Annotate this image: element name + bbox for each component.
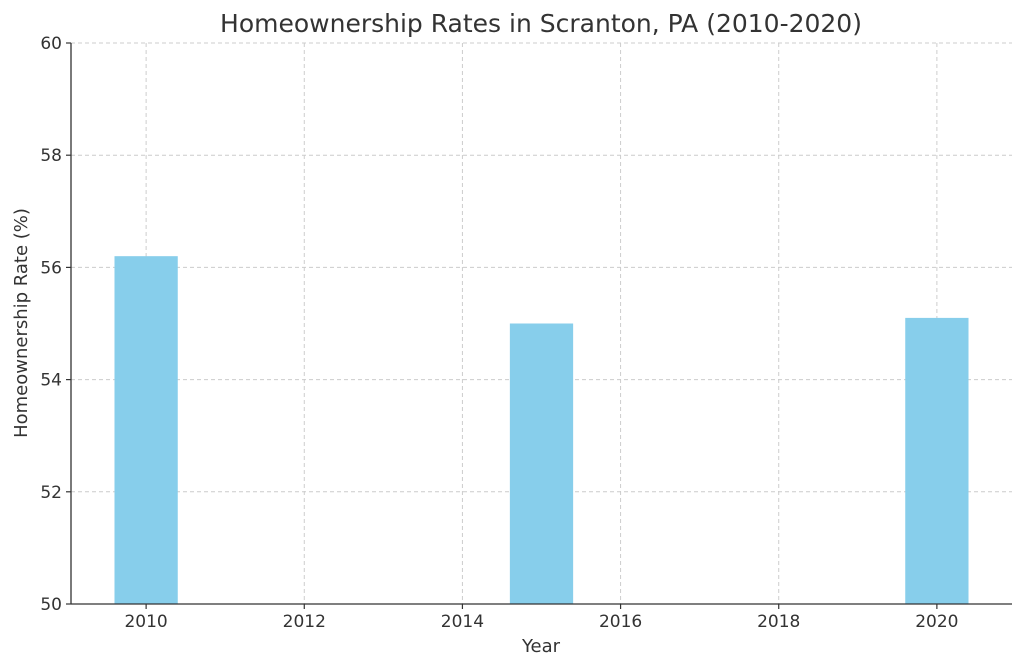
y-tick-label-52: 52 — [40, 483, 62, 503]
chart-title: Homeownership Rates in Scranton, PA (201… — [220, 9, 862, 38]
bar-2020 — [905, 317, 969, 604]
y-tick-label-60: 60 — [40, 34, 62, 54]
axes — [70, 43, 1012, 605]
y-ticks: 50 52 54 56 58 60 — [40, 34, 71, 615]
bar-2015 — [509, 323, 574, 604]
y-tick-label-50: 50 — [40, 595, 62, 615]
x-axis-label: Year — [521, 636, 561, 657]
y-tick-label-58: 58 — [40, 146, 62, 166]
x-tick-label-2010: 2010 — [124, 612, 167, 632]
y-axis-label: Homeownership Rate (%) — [11, 208, 32, 438]
x-ticks: 2010 2012 2014 2016 2018 2020 — [124, 604, 959, 632]
x-tick-label-2012: 2012 — [283, 612, 326, 632]
x-tick-label-2014: 2014 — [441, 612, 484, 632]
bars — [114, 256, 969, 604]
x-tick-label-2016: 2016 — [599, 612, 642, 632]
bar-2010 — [114, 256, 178, 604]
x-tick-label-2020: 2020 — [915, 612, 958, 632]
y-tick-label-54: 54 — [40, 371, 62, 391]
y-tick-label-56: 56 — [40, 258, 62, 278]
x-tick-label-2018: 2018 — [757, 612, 800, 632]
